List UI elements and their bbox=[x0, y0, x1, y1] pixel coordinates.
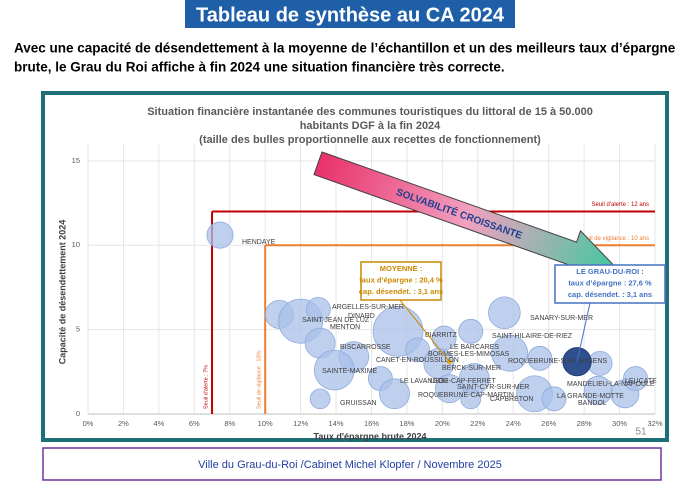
page-number: 51 bbox=[635, 427, 647, 438]
point-label: SAINT JEAN DE LUZ bbox=[302, 317, 370, 324]
callout-box bbox=[554, 264, 666, 304]
bubble bbox=[527, 345, 553, 371]
point-label: GRUISSAN bbox=[340, 400, 377, 407]
bubble bbox=[309, 388, 331, 410]
callout-text: taux d’épargne : 27,6 % bbox=[568, 278, 652, 287]
chart-title: Situation financière instantanée des com… bbox=[147, 106, 593, 118]
y-tick-label: 10 bbox=[72, 240, 80, 249]
x-tick-label: 26% bbox=[541, 419, 556, 428]
point-label: BIARRITZ bbox=[425, 332, 458, 339]
x-tick-label: 18% bbox=[399, 419, 414, 428]
point-label: BANDOL bbox=[578, 400, 607, 407]
x-axis-title: Taux d'épargne brute 2024 bbox=[313, 431, 426, 441]
footer: Ville du Grau-du-Roi /Cabinet Michel Klo… bbox=[198, 459, 502, 471]
x-tick-label: 4% bbox=[153, 419, 164, 428]
subtitle: Avec une capacité de désendettement à la… bbox=[14, 41, 676, 56]
point-label: LEUCATE bbox=[625, 378, 657, 385]
point-label: LE LAVANDOU bbox=[400, 378, 448, 385]
callout-text: LE GRAU-DU-ROI : bbox=[576, 267, 644, 276]
bubble bbox=[623, 366, 648, 391]
x-tick-label: 32% bbox=[647, 419, 662, 428]
y-tick-label: 5 bbox=[76, 325, 80, 334]
point-label: LA GRANDE-MOTTE bbox=[557, 393, 624, 400]
chart-title: habitants DGF à la fin 2024 bbox=[300, 120, 441, 132]
point-label: DINARD bbox=[348, 313, 375, 320]
x-tick-label: 10% bbox=[258, 419, 273, 428]
point-label: CAPBRETON bbox=[490, 396, 533, 403]
bubble bbox=[541, 386, 567, 412]
footer-box bbox=[42, 447, 662, 481]
y-tick-label: 0 bbox=[76, 409, 80, 418]
point-label: ROQUEBRUNE-CAP-MARTIN bbox=[418, 392, 514, 399]
slide-title: Tableau de synthèse au CA 2024 bbox=[196, 4, 505, 26]
bubble bbox=[405, 337, 430, 363]
chart-title: (taille des bulles proportionnelle aux r… bbox=[199, 134, 541, 146]
threshold-label: Seuil d'alerte : 7% bbox=[203, 365, 209, 409]
x-tick-label: 20% bbox=[435, 419, 450, 428]
threshold-label: Seuil d'alerte : 12 ans bbox=[591, 202, 649, 208]
point-label: SAINTE-MAXIME bbox=[322, 368, 378, 375]
x-tick-label: 28% bbox=[577, 419, 592, 428]
x-tick-label: 16% bbox=[364, 419, 379, 428]
x-tick-label: 2% bbox=[118, 419, 129, 428]
callout-pointer bbox=[576, 302, 591, 362]
callout-text: cap. désendet. : 3,1 ans bbox=[359, 287, 443, 296]
bubble bbox=[458, 318, 484, 344]
x-tick-label: 22% bbox=[470, 419, 485, 428]
x-tick-label: 6% bbox=[189, 419, 200, 428]
plot: 0% 2% 4% 6% 8% 10% 12% 14% 16% 18% 20% 22% 24% 26% 28%… bbox=[72, 144, 666, 428]
point-label: SAINT-CYR-SUR-MER bbox=[457, 384, 529, 391]
point-label: MENTON bbox=[330, 324, 360, 331]
bubble bbox=[460, 388, 482, 410]
point-label: LE BARCARES bbox=[450, 344, 499, 351]
point-label: BISCARROSSE bbox=[340, 344, 391, 351]
point-label: ROQUEBRUNE-SUR-ARGENS bbox=[508, 358, 608, 365]
point-label: MANDELIEU-LA-NAPOULE bbox=[567, 381, 655, 388]
bubble bbox=[313, 349, 355, 391]
point-label: ARGELLES-SUR-MER bbox=[332, 304, 404, 311]
bubble bbox=[305, 296, 331, 322]
callout-text: cap. désendet. : 3,1 ans bbox=[568, 290, 652, 299]
subtitle: brute, le Grau du Roi affiche à fin 2024… bbox=[14, 60, 505, 75]
y-axis-title: Capacité de désendettement 2024 bbox=[57, 220, 67, 365]
bubble bbox=[431, 325, 457, 351]
bubble bbox=[379, 378, 410, 410]
point-label: SAINT-HILAIRE-DE-RIEZ bbox=[492, 333, 573, 340]
point-label: LEGE-CAP-FERRET bbox=[430, 378, 496, 385]
point-label: BORMES-LES-MIMOSAS bbox=[428, 351, 510, 358]
y-tick-label: 15 bbox=[72, 156, 80, 165]
threshold-label: Seuil de vigilance : 10 ans bbox=[579, 236, 649, 242]
point-label: HENDAYE bbox=[242, 239, 276, 246]
title-bar bbox=[185, 0, 515, 28]
x-tick-label: 0% bbox=[83, 419, 94, 428]
x-tick-label: 12% bbox=[293, 419, 308, 428]
x-tick-label: 30% bbox=[612, 419, 627, 428]
callout-text: taux d’épargne : 20,4 % bbox=[359, 275, 443, 284]
x-tick-label: 14% bbox=[329, 419, 344, 428]
bubble bbox=[206, 221, 234, 249]
x-tick-label: 8% bbox=[224, 419, 235, 428]
bubble bbox=[488, 296, 521, 330]
bubble bbox=[491, 334, 529, 372]
callout-pointer bbox=[399, 299, 450, 363]
bubble bbox=[434, 374, 464, 404]
point-label: BERCK-SUR-MER bbox=[442, 365, 501, 372]
point-label: SANARY-SUR-MER bbox=[530, 315, 593, 322]
callout-text: MOYENNE : bbox=[380, 264, 423, 273]
x-tick-label: 24% bbox=[506, 419, 521, 428]
threshold-label: Seuil de vigilance : 10% bbox=[257, 350, 263, 409]
point-label: CANET-EN-ROUSSILLON bbox=[376, 357, 459, 364]
callout-box bbox=[360, 261, 442, 301]
